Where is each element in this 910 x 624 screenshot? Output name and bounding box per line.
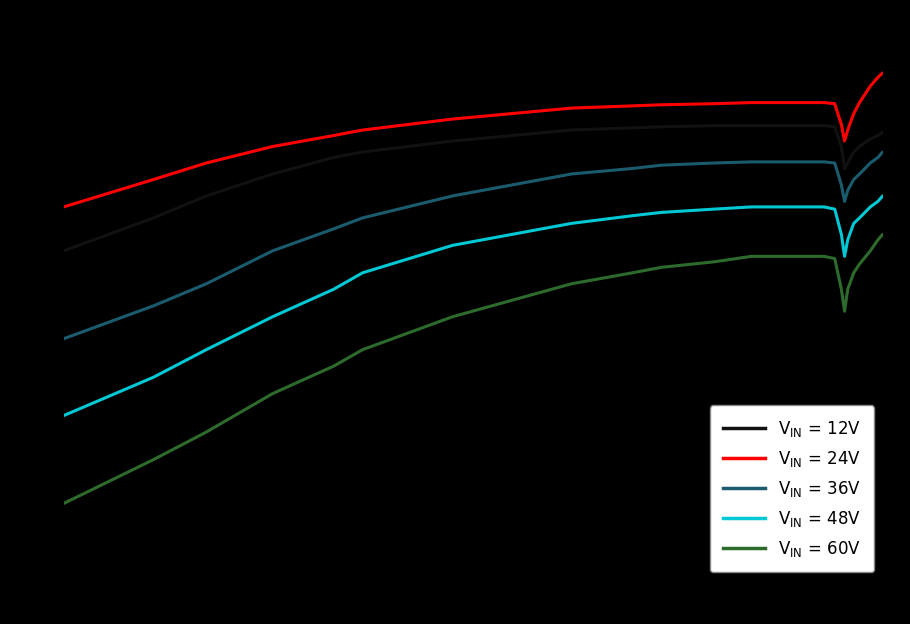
Legend: $\mathregular{V_{IN}}$ = 12V, $\mathregular{V_{IN}}$ = 24V, $\mathregular{V_{IN}: $\mathregular{V_{IN}}$ = 12V, $\mathregu… (710, 406, 875, 572)
